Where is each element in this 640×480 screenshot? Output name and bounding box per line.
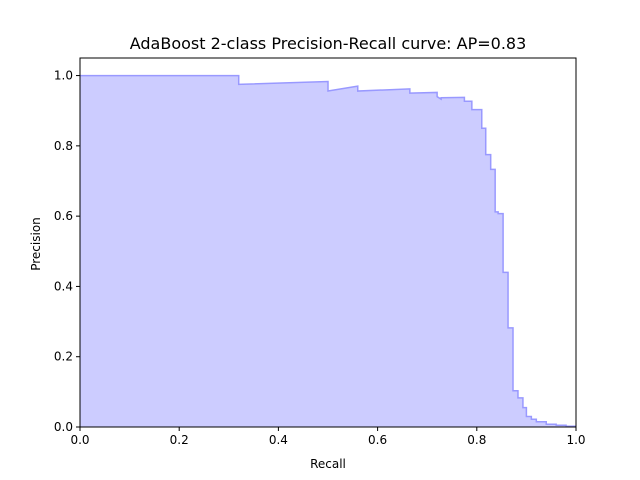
axes-frame xyxy=(79,57,577,428)
y-tick-label: 0.6 xyxy=(54,209,73,223)
chart-title: AdaBoost 2-class Precision-Recall curve:… xyxy=(130,34,527,53)
y-tick-label: 0.0 xyxy=(54,420,73,434)
y-tick-label: 0.2 xyxy=(54,350,73,364)
y-axis-ticks: 0.0 0.2 0.4 0.6 0.8 1.0 xyxy=(54,69,80,434)
plot-area xyxy=(79,57,577,428)
x-tick-label: 0.4 xyxy=(269,433,288,447)
y-tick-label: 0.8 xyxy=(54,139,73,153)
x-axis-label: Recall xyxy=(310,457,346,471)
y-tick-label: 0.4 xyxy=(54,279,73,293)
x-axis-ticks: 0.0 0.2 0.4 0.6 0.8 1.0 xyxy=(70,427,586,447)
pr-area-fill xyxy=(80,75,576,428)
y-axis-label: Precision xyxy=(29,217,43,271)
x-tick-label: 0.6 xyxy=(368,433,387,447)
y-tick-label: 1.0 xyxy=(54,69,73,83)
x-tick-label: 0.2 xyxy=(170,433,189,447)
x-tick-label: 0.8 xyxy=(467,433,486,447)
pr-step-line xyxy=(80,74,576,428)
x-tick-label: 1.0 xyxy=(566,433,585,447)
x-tick-label: 0.0 xyxy=(70,433,89,447)
